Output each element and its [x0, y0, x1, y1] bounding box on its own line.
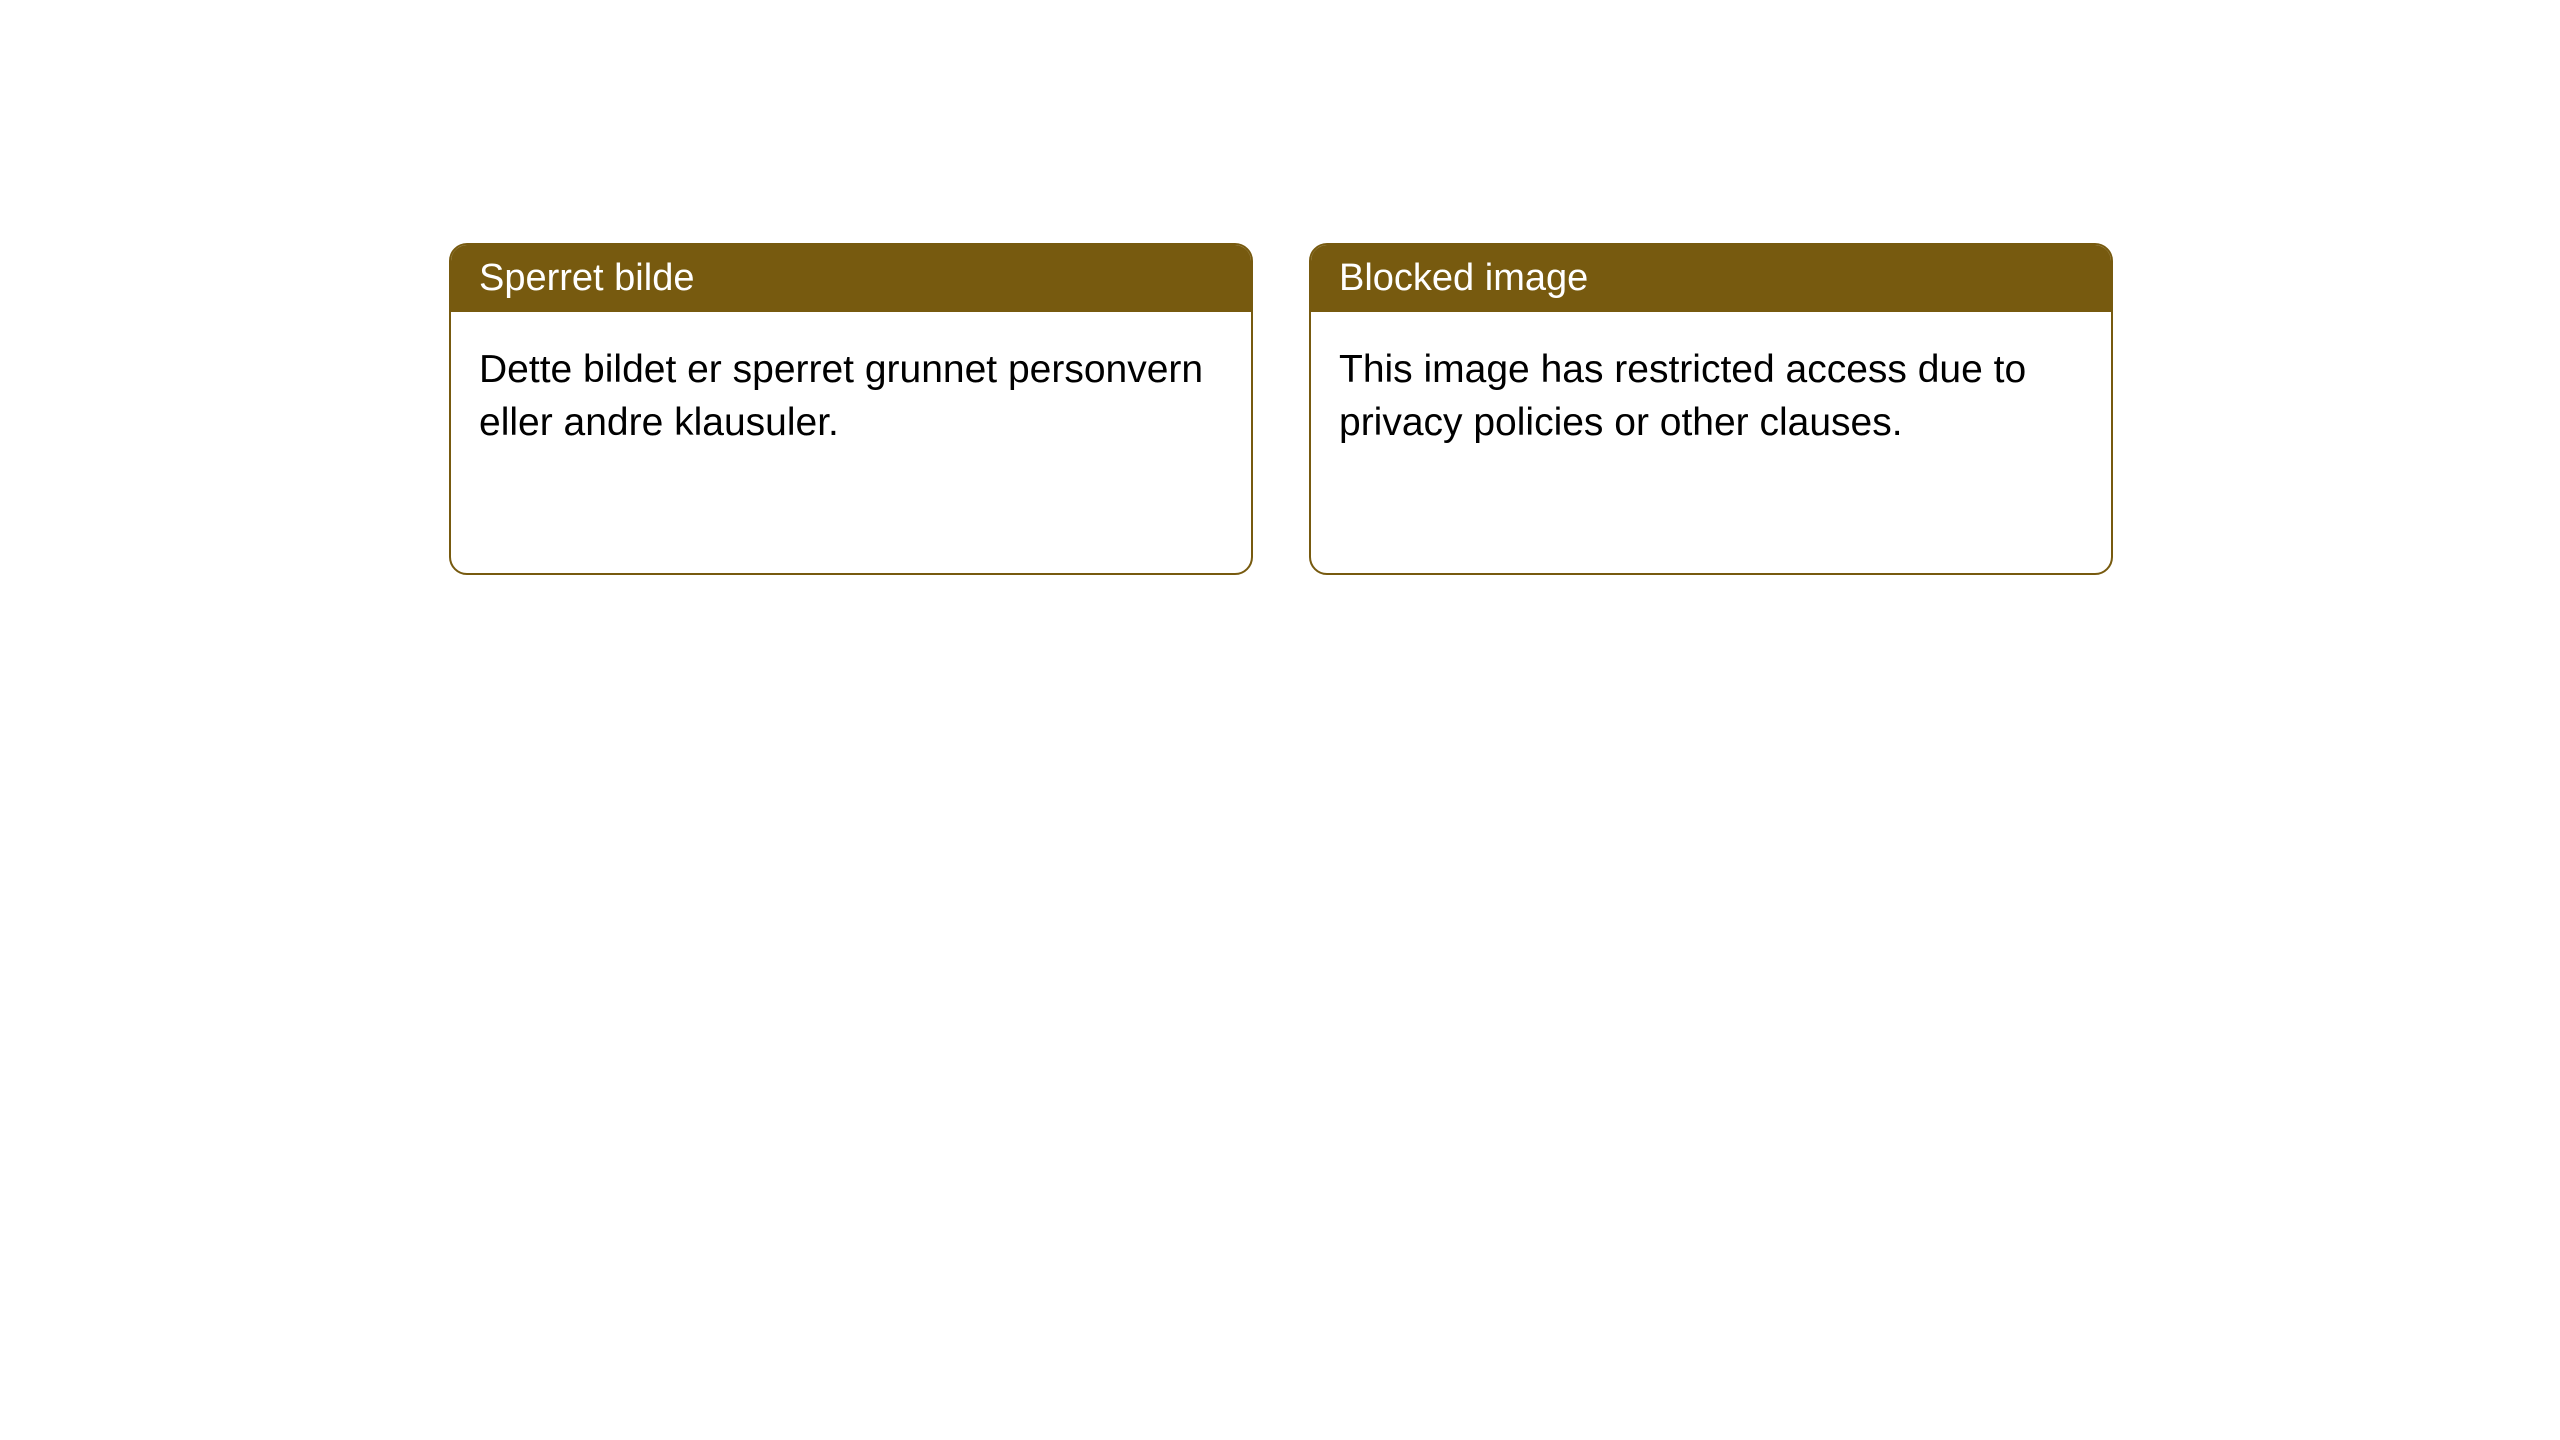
notice-card-title: Sperret bilde: [451, 245, 1251, 312]
notice-card-body: This image has restricted access due to …: [1311, 312, 2111, 481]
notice-card-title: Blocked image: [1311, 245, 2111, 312]
notice-card-norwegian: Sperret bilde Dette bildet er sperret gr…: [449, 243, 1253, 575]
notice-cards-container: Sperret bilde Dette bildet er sperret gr…: [0, 0, 2560, 575]
notice-card-english: Blocked image This image has restricted …: [1309, 243, 2113, 575]
notice-card-body: Dette bildet er sperret grunnet personve…: [451, 312, 1251, 481]
